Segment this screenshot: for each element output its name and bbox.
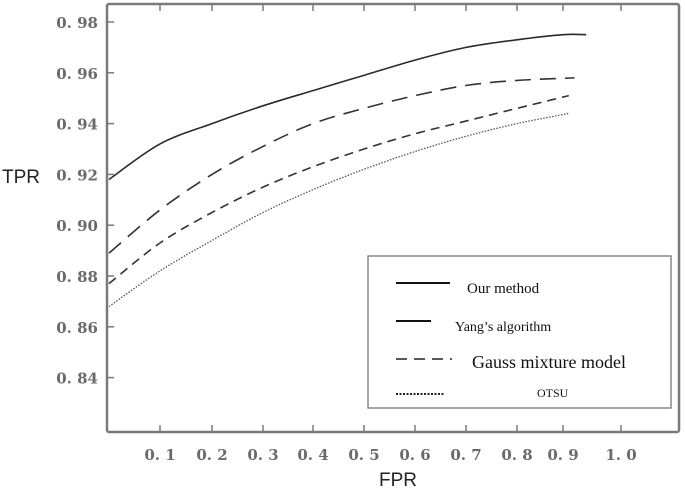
legend-label-otsu: OTSU [537, 386, 569, 400]
x-tick-label: 0. 2 [196, 446, 227, 464]
y-axis-title: TPR [2, 167, 40, 188]
y-axis-tick-labels: 0. 98 0. 96 0. 94 0. 92 0. 90 0. 88 0. 86 0. 84 [56, 14, 98, 388]
legend: Our method Yang’s algorithm Gauss mixtur… [367, 255, 672, 409]
legend-box [367, 255, 672, 409]
x-axis-title: FPR [379, 470, 417, 491]
x-tick-label: 1. 0 [605, 446, 636, 464]
y-tick-label: 0. 94 [56, 116, 98, 134]
legend-label-gauss-mixture-model: Gauss mixture model [472, 352, 626, 372]
y-tick-label: 0. 84 [56, 370, 98, 388]
legend-label-our-method: Our method [467, 281, 540, 297]
series-gauss-mixture-line [108, 94, 569, 285]
x-tick-label: 0. 6 [399, 446, 430, 464]
series-yangs-algorithm-line [108, 77, 575, 254]
y-tick-label: 0. 92 [56, 166, 98, 184]
y-tick-label: 0. 90 [56, 217, 98, 235]
y-tick-label: 0. 98 [56, 14, 98, 32]
x-tick-label: 0. 5 [348, 446, 379, 464]
x-axis-tick-labels: 0. 1 0. 2 0. 3 0. 4 0. 5 0. 6 0. 7 0. 8 0. 9 1. 0 [144, 446, 636, 464]
x-axis-ticks [159, 4, 622, 432]
x-tick-label: 0. 8 [501, 446, 532, 464]
x-tick-label: 0. 4 [297, 446, 328, 464]
x-tick-label: 0. 3 [247, 446, 278, 464]
x-tick-label: 0. 9 [547, 446, 578, 464]
y-axis-ticks [107, 21, 114, 379]
series-otsu-line [108, 112, 569, 308]
x-tick-label: 0. 1 [144, 446, 175, 464]
y-tick-label: 0. 96 [56, 65, 98, 83]
series-lines [108, 33, 587, 308]
legend-label-yangs-algorithm: Yang’s algorithm [455, 320, 551, 335]
y-tick-label: 0. 88 [56, 268, 98, 286]
x-tick-label: 0. 7 [450, 446, 481, 464]
y-tick-label: 0. 86 [56, 319, 98, 337]
plot-frame [105, 2, 681, 434]
series-our-method-line [108, 33, 587, 181]
